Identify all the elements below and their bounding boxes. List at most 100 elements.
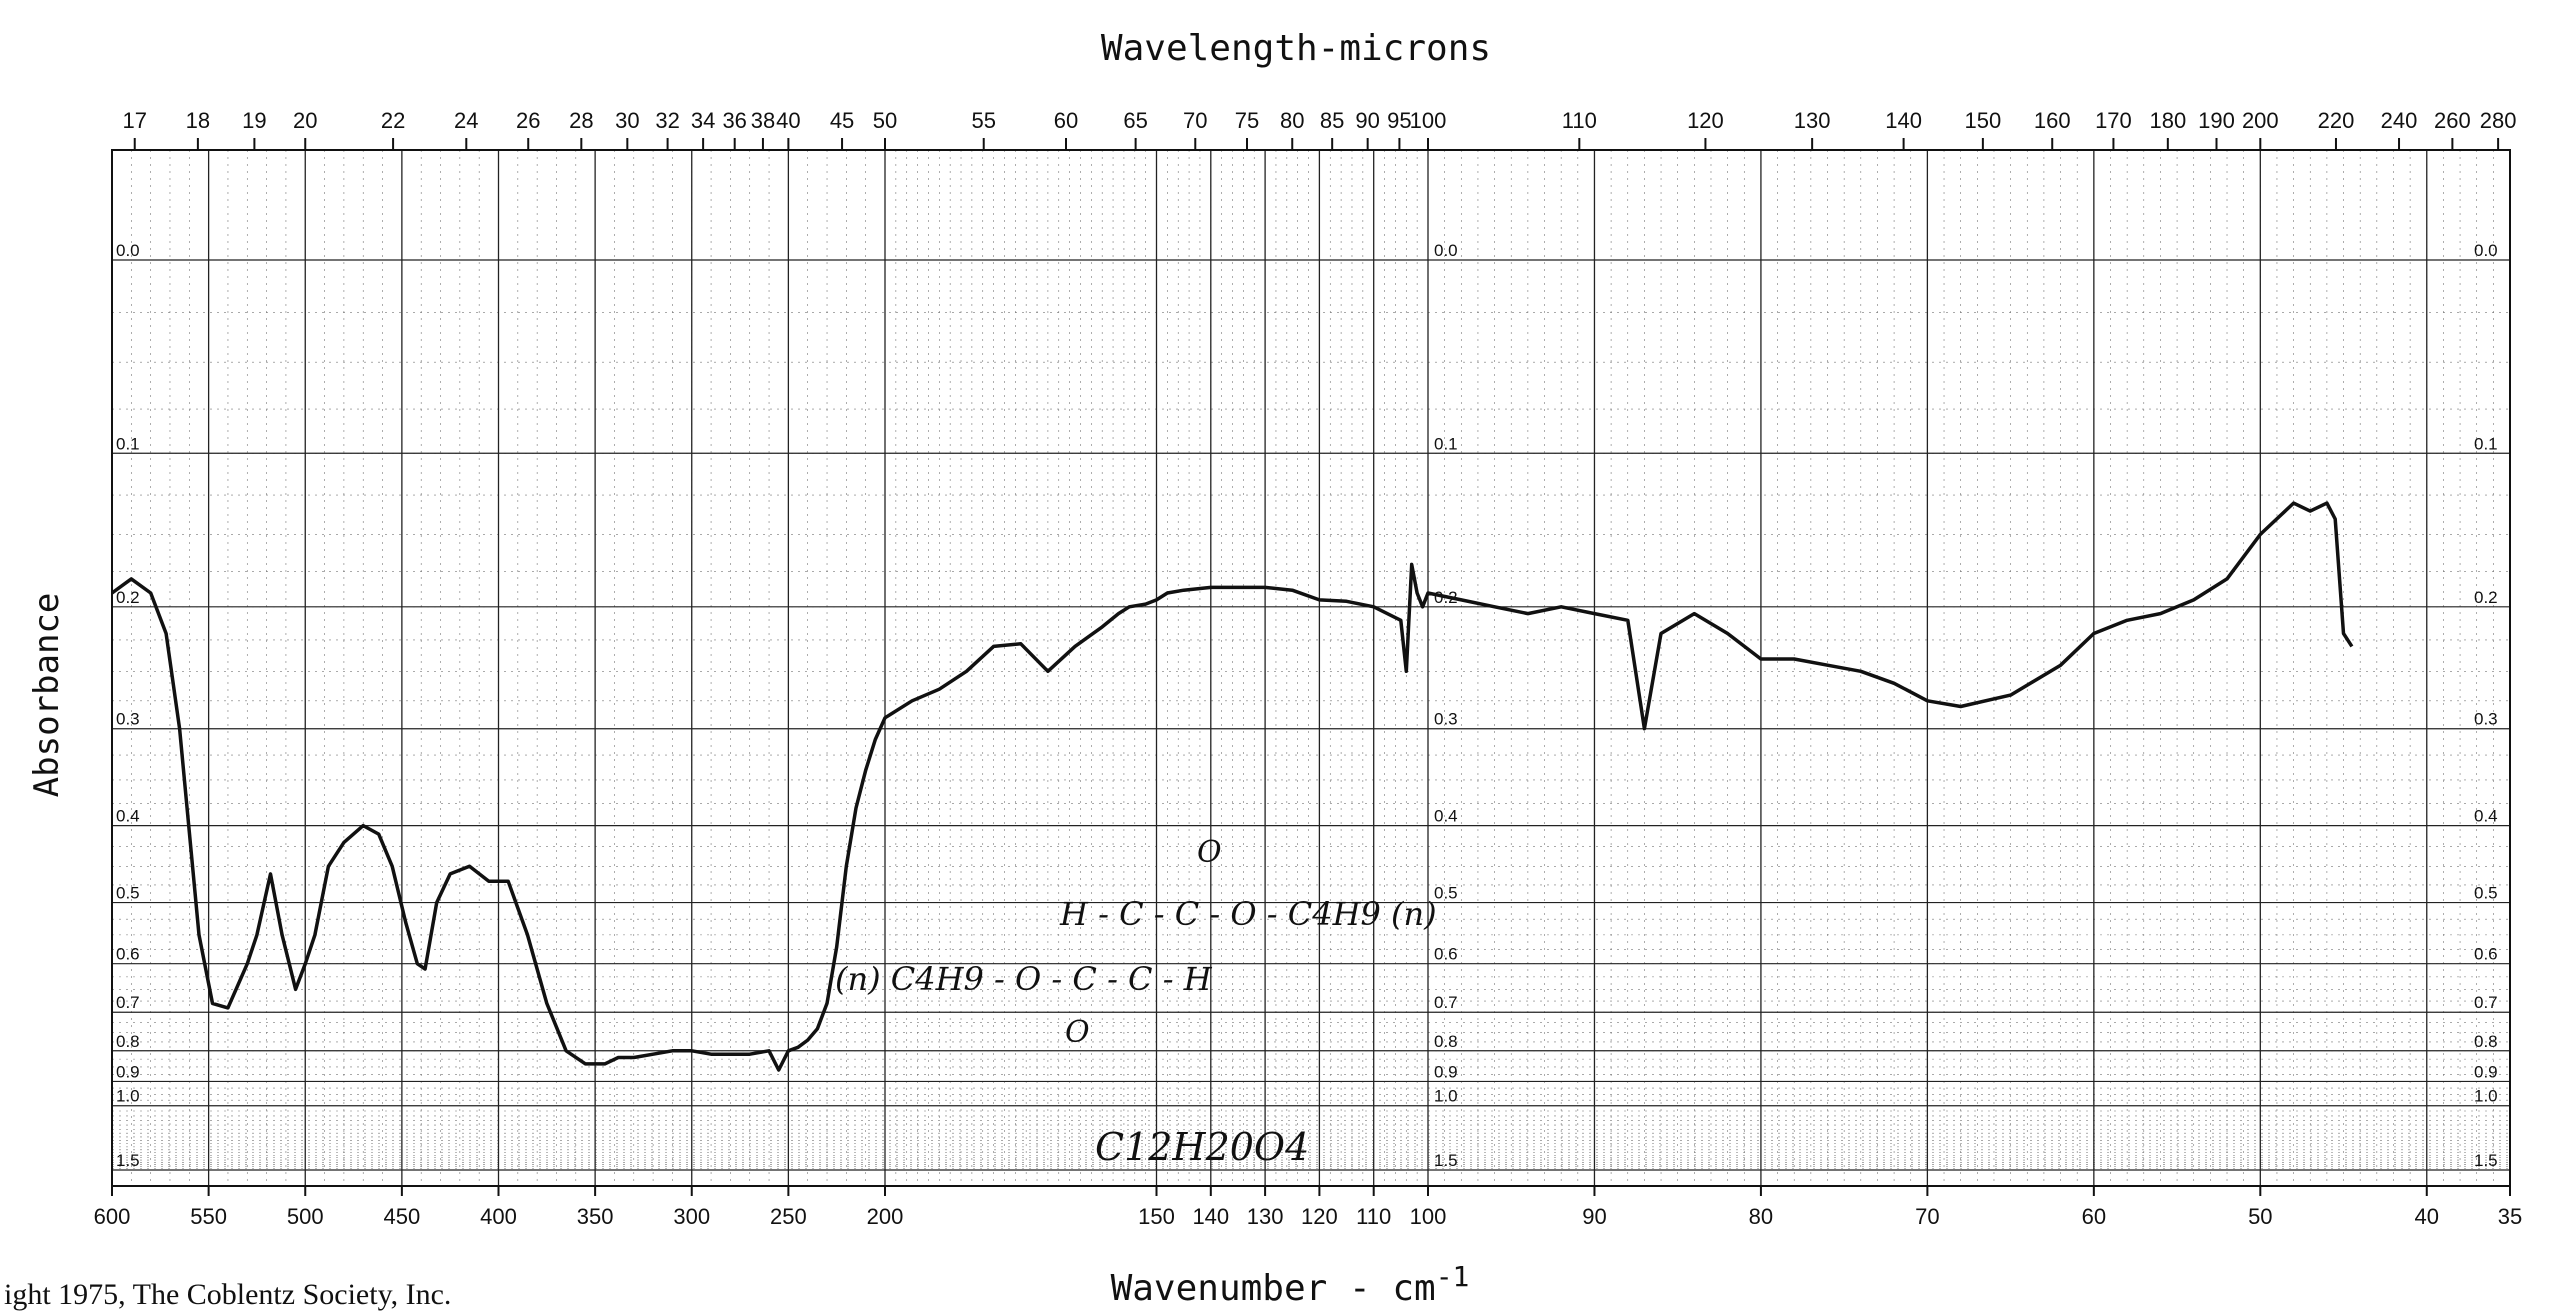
- bottom-tick-label: 130: [1247, 1204, 1284, 1229]
- y-tick-label: 0.4: [1434, 807, 1458, 826]
- bottom-tick-label: 70: [1915, 1204, 1939, 1229]
- y-tick-label: 0.8: [1434, 1032, 1458, 1051]
- bottom-tick-label: 350: [577, 1204, 614, 1229]
- top-tick-label: 60: [1054, 108, 1078, 133]
- top-tick-label: 240: [2381, 108, 2418, 133]
- bottom-tick-label: 90: [1582, 1204, 1606, 1229]
- top-tick-label: 75: [1235, 108, 1259, 133]
- y-tick-label: 0.5: [116, 884, 140, 903]
- top-tick-label: 38: [751, 108, 775, 133]
- y-tick-label: 0.6: [2474, 945, 2498, 964]
- bottom-tick-label: 40: [2415, 1204, 2439, 1229]
- y-tick-label: 0.1: [1434, 434, 1458, 453]
- y-tick-label: 1.5: [1434, 1151, 1458, 1170]
- y-tick-label: 0.8: [2474, 1032, 2498, 1051]
- bottom-tick-label: 150: [1138, 1204, 1175, 1229]
- top-tick-label: 140: [1885, 108, 1922, 133]
- top-tick-label: 24: [454, 108, 478, 133]
- top-tick-label: 85: [1320, 108, 1344, 133]
- y-tick-label: 0.4: [2474, 807, 2498, 826]
- y-axis-label: Absorbance: [27, 593, 67, 798]
- bottom-tick-label: 100: [1410, 1204, 1447, 1229]
- top-tick-label: 260: [2434, 108, 2471, 133]
- y-tick-label: 0.0: [2474, 241, 2498, 260]
- bottom-tick-label: 450: [384, 1204, 421, 1229]
- y-tick-label: 0.7: [116, 993, 140, 1012]
- bottom-axis-ticks: 600 550 500 450 400 350 300 250 200 150 140 130 120 1…: [94, 1186, 2522, 1229]
- top-axis-ticks: 17 18 19 20 22 24 26 28 30 32 34 36 38 40 45 50 55 60 65 70…: [122, 108, 2516, 150]
- top-tick-label: 80: [1280, 108, 1304, 133]
- y-tick-label: 0.5: [1434, 884, 1458, 903]
- top-tick-label: 100: [1410, 108, 1447, 133]
- top-tick-label: 170: [2095, 108, 2132, 133]
- top-tick-label: 160: [2034, 108, 2071, 133]
- top-tick-label: 200: [2242, 108, 2279, 133]
- y-tick-label: 1.0: [1434, 1087, 1458, 1106]
- bottom-tick-label: 80: [1749, 1204, 1773, 1229]
- top-tick-label: 90: [1355, 108, 1379, 133]
- y-tick-label: 1.5: [2474, 1151, 2498, 1170]
- major-grid: [111, 150, 2510, 1186]
- y-tick-label: 0.0: [1434, 241, 1458, 260]
- y-tick-label: 0.2: [116, 588, 140, 607]
- top-tick-label: 45: [830, 108, 854, 133]
- bottom-tick-label: 300: [673, 1204, 710, 1229]
- series-line: [110, 501, 2354, 1072]
- bottom-tick-label: 120: [1301, 1204, 1338, 1229]
- structure-line-upper: H - C - C - O - C4H9 (n): [1059, 895, 1437, 933]
- y-tick-label: 0.7: [1434, 993, 1458, 1012]
- structure-line-lower: (n) C4H9 - O - C - C - H: [835, 960, 1213, 998]
- bottom-tick-label: 50: [2248, 1204, 2272, 1229]
- x-axis-label: Wavenumber - cm-1: [1111, 1260, 1470, 1309]
- molecular-formula: C12H20O4: [1095, 1125, 1309, 1169]
- y-tick-label: 1.0: [2474, 1087, 2498, 1106]
- plot-frame: [111, 149, 2511, 1187]
- top-tick-label: 130: [1794, 108, 1831, 133]
- structure-carbonyl-top: O: [1197, 835, 1222, 870]
- top-tick-label: 180: [2149, 108, 2186, 133]
- bottom-tick-label: 550: [190, 1204, 227, 1229]
- top-tick-label: 26: [516, 108, 540, 133]
- top-tick-label: 17: [122, 108, 146, 133]
- y-tick-label: 0.8: [116, 1032, 140, 1051]
- top-tick-label: 22: [381, 108, 405, 133]
- top-tick-label: 30: [615, 108, 639, 133]
- top-tick-label: 95: [1387, 108, 1411, 133]
- bottom-tick-label: 400: [480, 1204, 517, 1229]
- bottom-tick-label: 500: [287, 1204, 324, 1229]
- bottom-tick-label: 140: [1192, 1204, 1229, 1229]
- top-tick-label: 40: [776, 108, 800, 133]
- y-tick-label: 0.6: [116, 945, 140, 964]
- y-tick-label: 1.0: [116, 1087, 140, 1106]
- y-tick-label: 0.5: [2474, 884, 2498, 903]
- y-tick-label: 0.3: [116, 710, 140, 729]
- top-tick-label: 34: [691, 108, 715, 133]
- top-tick-label: 28: [569, 108, 593, 133]
- copyright-text: ight 1975, The Coblentz Society, Inc.: [4, 1278, 451, 1311]
- y-tick-label: 0.0: [116, 241, 140, 260]
- top-tick-label: 70: [1183, 108, 1207, 133]
- top-tick-label: 65: [1123, 108, 1147, 133]
- top-tick-label: 55: [971, 108, 995, 133]
- bottom-tick-label: 250: [770, 1204, 807, 1229]
- y-tick-label: 0.9: [116, 1062, 140, 1081]
- y-tick-label: 0.9: [2474, 1062, 2498, 1081]
- y-tick-label: 1.5: [116, 1151, 140, 1170]
- y-tick-label: 0.3: [1434, 710, 1458, 729]
- structure-carbonyl-bottom: O: [1065, 1015, 1090, 1050]
- top-tick-label: 36: [722, 108, 746, 133]
- y-tick-label: 0.1: [116, 434, 140, 453]
- top-tick-label: 150: [1965, 108, 2002, 133]
- y-tick-label: 0.2: [2474, 588, 2498, 607]
- top-tick-label: 220: [2318, 108, 2355, 133]
- bottom-tick-label: 600: [94, 1204, 131, 1229]
- y-tick-label: 0.7: [2474, 993, 2498, 1012]
- bottom-tick-label: 60: [2082, 1204, 2106, 1229]
- top-tick-label: 19: [242, 108, 266, 133]
- bottom-tick-label: 35: [2498, 1204, 2522, 1229]
- top-tick-label: 120: [1687, 108, 1724, 133]
- bottom-tick-label: 200: [867, 1204, 904, 1229]
- top-tick-label: 280: [2480, 108, 2517, 133]
